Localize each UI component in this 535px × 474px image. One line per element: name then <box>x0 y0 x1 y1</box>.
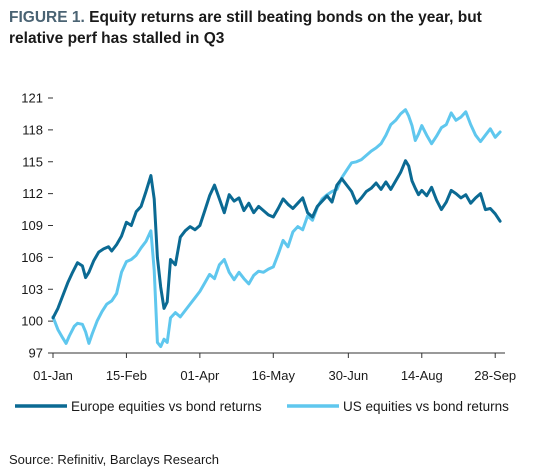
source-note: Source: Refinitiv, Barclays Research <box>9 452 220 467</box>
legend: Europe equities vs bond returns US equiti… <box>15 399 509 414</box>
y-tick-label: 118 <box>22 122 43 137</box>
series-line-us <box>51 108 502 349</box>
title-text: Equity returns are still beating bonds o… <box>9 9 482 47</box>
legend-item-europe: Europe equities vs bond returns <box>15 399 262 414</box>
x-tick-label: 01-Jan <box>33 368 73 383</box>
y-tick-label: 115 <box>22 154 43 169</box>
x-tick-label: 01-Apr <box>180 368 220 383</box>
x-tick-label: 16-May <box>252 368 296 383</box>
legend-item-us: US equities vs bond returns <box>287 399 509 414</box>
x-tick-label: 30-Jun <box>328 368 368 383</box>
x-tick-label: 28-Sep <box>474 368 516 383</box>
chart-title: FIGURE 1. Equity returns are still beati… <box>9 7 529 49</box>
figure-label: FIGURE 1. <box>9 9 85 26</box>
series-line-europe <box>51 159 502 320</box>
legend-label: US equities vs bond returns <box>343 399 509 414</box>
y-tick-label: 109 <box>21 218 43 233</box>
y-tick-label: 97 <box>29 346 43 361</box>
y-tick-label: 103 <box>21 282 43 297</box>
x-tick-label: 14-Aug <box>401 368 443 383</box>
y-tick-label: 106 <box>21 250 43 265</box>
y-tick-label: 112 <box>22 186 43 201</box>
legend-label: Europe equities vs bond returns <box>71 399 262 414</box>
y-tick-label: 121 <box>21 91 43 106</box>
x-tick-label: 15-Feb <box>106 368 147 383</box>
series-layer <box>51 108 502 349</box>
axes: 97 100 103 106 109 112 115 118 121 01-Jan 15-Feb 01… <box>21 91 516 384</box>
y-tick-label: 100 <box>21 314 43 329</box>
